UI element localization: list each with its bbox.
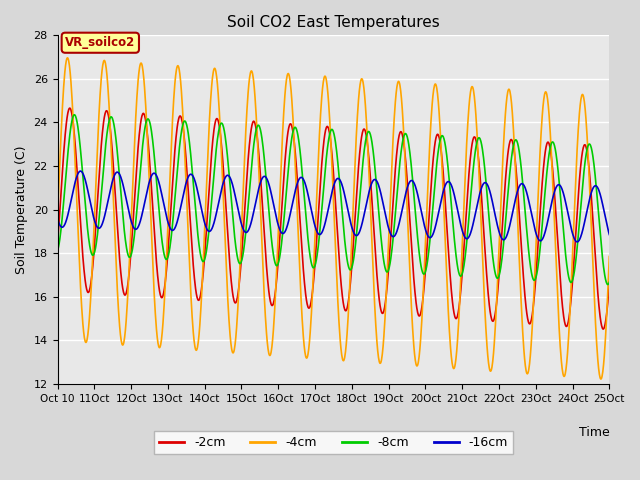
-8cm bbox=[419, 271, 427, 276]
-4cm bbox=[63, 55, 71, 60]
-16cm bbox=[77, 168, 84, 174]
-16cm bbox=[177, 204, 184, 210]
Line: -16cm: -16cm bbox=[58, 171, 609, 242]
-4cm bbox=[492, 322, 499, 328]
-16cm bbox=[239, 224, 246, 230]
-16cm bbox=[54, 216, 61, 222]
-8cm bbox=[540, 200, 548, 205]
-2cm bbox=[599, 326, 607, 332]
-4cm bbox=[540, 94, 548, 100]
-8cm bbox=[605, 279, 613, 285]
-16cm bbox=[605, 232, 613, 238]
Y-axis label: Soil Temperature (C): Soil Temperature (C) bbox=[15, 145, 28, 274]
-4cm bbox=[419, 288, 427, 293]
-16cm bbox=[163, 216, 171, 222]
-4cm bbox=[177, 79, 184, 84]
-4cm bbox=[605, 253, 613, 259]
-2cm bbox=[492, 310, 499, 315]
-8cm bbox=[163, 256, 171, 262]
Line: -8cm: -8cm bbox=[58, 115, 609, 285]
-4cm bbox=[163, 239, 171, 244]
-2cm bbox=[605, 281, 613, 287]
-2cm bbox=[177, 113, 184, 119]
Text: VR_soilco2: VR_soilco2 bbox=[65, 36, 136, 49]
-16cm bbox=[573, 239, 581, 245]
-16cm bbox=[540, 232, 548, 238]
-2cm bbox=[419, 292, 427, 298]
-2cm bbox=[540, 158, 548, 164]
Title: Soil CO2 East Temperatures: Soil CO2 East Temperatures bbox=[227, 15, 440, 30]
-2cm bbox=[163, 258, 171, 264]
-8cm bbox=[604, 282, 612, 288]
-8cm bbox=[54, 248, 61, 254]
-2cm bbox=[66, 105, 74, 111]
-2cm bbox=[54, 241, 61, 247]
-8cm bbox=[70, 112, 78, 118]
X-axis label: Time: Time bbox=[579, 426, 609, 439]
-4cm bbox=[54, 215, 61, 220]
Line: -4cm: -4cm bbox=[58, 58, 609, 379]
-16cm bbox=[419, 218, 427, 224]
Line: -2cm: -2cm bbox=[58, 108, 609, 329]
-8cm bbox=[492, 271, 499, 277]
-8cm bbox=[239, 255, 246, 261]
Legend: -2cm, -4cm, -8cm, -16cm: -2cm, -4cm, -8cm, -16cm bbox=[154, 432, 513, 455]
-4cm bbox=[597, 376, 605, 382]
-2cm bbox=[239, 242, 246, 248]
-16cm bbox=[492, 214, 499, 219]
-4cm bbox=[239, 206, 246, 212]
-8cm bbox=[177, 134, 184, 140]
